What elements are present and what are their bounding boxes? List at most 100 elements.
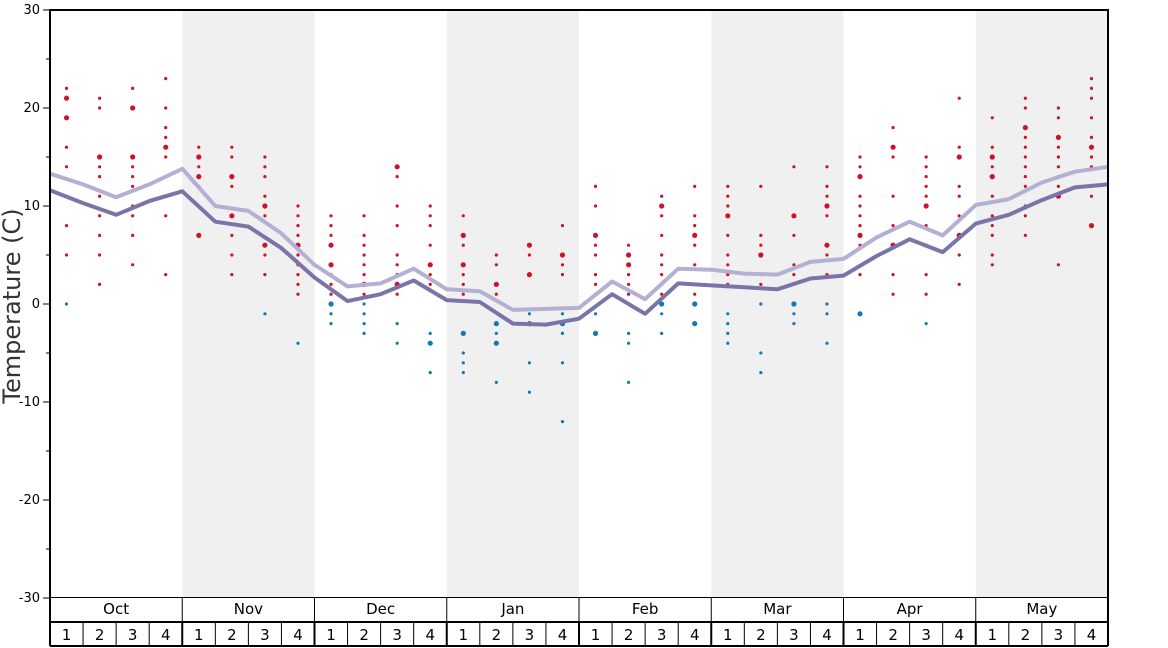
cold-dot [560, 361, 565, 365]
week-label: 1 [855, 626, 865, 644]
warm-dot [427, 262, 433, 268]
warm-dot [196, 232, 202, 238]
warm-dot [131, 184, 135, 188]
warm-dot [493, 281, 499, 287]
warm-dot [395, 175, 399, 179]
warm-dot [328, 242, 334, 248]
month-band-nov [182, 10, 315, 598]
cold-dot [626, 331, 631, 335]
warm-dot [263, 165, 267, 169]
cold-dot [660, 312, 664, 316]
warm-dot [626, 292, 631, 296]
series-line-upper [49, 164, 1109, 312]
warm-dot [296, 282, 300, 286]
warm-dot [329, 224, 333, 228]
warm-dot [428, 224, 432, 228]
y-tick-label: 20 [23, 101, 40, 116]
warm-dot [891, 273, 895, 277]
y-tick-label: 10 [23, 199, 40, 214]
warm-dot [1022, 125, 1028, 131]
warm-dot [1023, 175, 1027, 179]
warm-dot [64, 145, 69, 149]
warm-dot [593, 273, 598, 277]
warm-dot [989, 154, 995, 160]
warm-dot [924, 273, 928, 277]
warm-dot [131, 263, 135, 267]
warm-dot [131, 165, 135, 169]
cold-dot [825, 312, 829, 316]
warm-dot [990, 116, 994, 120]
warm-dot [1056, 106, 1061, 110]
cold-dot [527, 312, 532, 316]
warm-dot [395, 263, 399, 267]
warm-dot [362, 243, 366, 247]
week-label: 2 [624, 626, 634, 644]
warm-dot [64, 224, 69, 228]
warm-dot [131, 214, 135, 218]
warm-dot [858, 204, 862, 208]
month-label-feb: Feb [632, 600, 659, 618]
warm-dot [726, 263, 730, 267]
warm-dot [164, 155, 168, 159]
series-line-lower [49, 182, 1109, 327]
cold-dot [428, 371, 432, 375]
warm-dot [526, 242, 533, 248]
month-bands [182, 10, 1108, 598]
warm-dot [560, 263, 565, 267]
warm-dot [660, 292, 664, 296]
warm-dot [560, 224, 565, 228]
warm-dot [362, 263, 366, 267]
week-label: 3 [921, 626, 931, 644]
warm-dot [164, 106, 168, 110]
warm-dot [262, 203, 268, 209]
warm-dot [593, 243, 598, 247]
warm-dot [230, 184, 234, 188]
warm-dot [263, 194, 267, 198]
warm-dot [230, 233, 234, 237]
warm-dot [593, 282, 598, 286]
warm-dot [1089, 135, 1094, 139]
cold-dot [428, 331, 432, 335]
cold-dot [362, 322, 366, 326]
warm-dot [857, 232, 863, 238]
week-label: 3 [260, 626, 270, 644]
week-label: 3 [1054, 626, 1064, 644]
week-label: 4 [425, 626, 435, 644]
cold-dot [825, 302, 829, 306]
cold-dot [560, 420, 565, 424]
warm-dot [63, 115, 70, 121]
warm-dot [924, 292, 928, 296]
warm-dot [230, 253, 234, 257]
cold-dot [493, 321, 499, 327]
warm-dot [97, 106, 102, 110]
warm-dot [726, 184, 730, 188]
month-label-oct: Oct [103, 600, 129, 618]
warm-dot [428, 282, 432, 286]
cold-dot [362, 312, 366, 316]
warm-dot [362, 233, 366, 237]
warm-dot [1023, 165, 1027, 169]
warm-dot [957, 194, 961, 198]
warm-dot [660, 273, 664, 277]
warm-dot [660, 233, 664, 237]
warm-dot [1023, 135, 1027, 139]
warm-dot [858, 224, 862, 228]
warm-dot [792, 233, 796, 237]
warm-dot [1089, 116, 1094, 120]
warm-dot [1023, 96, 1027, 100]
warm-dot [395, 204, 399, 208]
month-band-mar [711, 10, 844, 598]
week-label: 4 [1087, 626, 1097, 644]
warm-dot [296, 292, 300, 296]
warm-dot [726, 194, 730, 198]
cold-dot [593, 312, 598, 316]
month-band-may [975, 10, 1108, 598]
warm-dot [693, 224, 697, 228]
warm-dot [990, 224, 994, 228]
warm-dot [394, 164, 400, 170]
warm-dot [824, 242, 830, 248]
warm-dot [924, 194, 928, 198]
warm-dot [891, 155, 895, 159]
week-label: 3 [657, 626, 667, 644]
